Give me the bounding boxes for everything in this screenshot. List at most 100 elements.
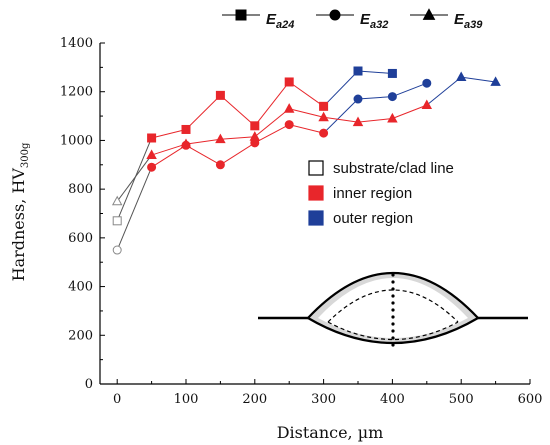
series-segment [357,96,393,100]
data-point-inner [319,128,329,138]
data-point-substrate [111,195,123,206]
series-segment [151,143,187,156]
axis-ticks: 0 200 400 600 800 1000 1200 1400 0 100 200 300 400 50… [60,36,543,407]
series-segment [254,124,290,144]
data-point-outer [387,92,397,102]
indent-dot [391,294,395,298]
y-tick-label: 200 [68,328,93,343]
data-point-outer [490,76,501,86]
data-point-inner [215,90,225,100]
series-segment [185,138,221,145]
inner-region-dashed-bottom [327,321,459,341]
series-segment [461,76,496,83]
data-point-inner [352,116,364,127]
region-legend: substrate/clad line inner region outer reg… [308,160,454,227]
y-tick-label: 400 [68,280,93,295]
data-point-inner [215,133,226,144]
y-axis-title-main: Hardness, HV [9,168,28,282]
series-layer [111,66,501,255]
series-segment [116,167,153,251]
series-segment [151,128,187,139]
series-a24 [112,66,397,226]
x-tick-label: 500 [449,392,474,407]
series-segment [289,124,324,134]
series-legend-item-a39: Ea39 [410,8,483,31]
data-point-inner [283,103,295,113]
data-point-inner [421,99,433,110]
clad-bottom-boundary [307,317,479,345]
data-point-inner [146,149,157,159]
region-legend-swatch [308,160,324,176]
series-segment [323,70,359,107]
data-point-inner [284,77,294,87]
series-segment [254,81,290,127]
x-tick-label: 600 [518,392,543,407]
clad-top-boundary [307,272,479,319]
data-point-inner [147,133,157,143]
series-segment [392,82,427,98]
series-legend-label: Ea39 [454,11,483,31]
data-point-inner [319,101,329,111]
data-point-outer [353,94,363,104]
indent-dot [391,280,395,284]
indent-dot [391,322,395,326]
region-legend-swatch [308,185,324,201]
y-tick-label: 1000 [60,133,93,148]
y-tick-label: 800 [68,182,93,197]
y-axis-title-subscript: 300g [20,142,31,168]
x-tick-label: 100 [174,392,199,407]
series-segment [220,142,256,166]
indent-dot [391,301,395,305]
indentation-dots [391,273,395,347]
series-segment [289,108,324,118]
series-segment [392,104,427,119]
clad-cross-section-inset [258,272,528,347]
data-point-inner [215,160,225,170]
series-segment [323,98,359,134]
data-point-substrate [112,216,122,226]
indent-dot [391,273,395,277]
data-point-inner [249,131,261,141]
data-point-inner [180,138,192,149]
indent-dot [391,336,395,340]
region-legend-label: substrate/clad line [333,160,454,177]
data-point-outer [353,66,363,76]
data-point-inner [147,162,157,172]
region-legend-label: inner region [333,185,412,202]
series-segment [357,118,393,123]
x-tick-label: 0 [113,392,121,407]
x-tick-label: 400 [380,392,405,407]
series-segment [151,144,187,168]
data-point-inner [318,111,329,122]
data-point-outer [422,78,432,88]
series-segment [185,95,221,130]
series-segment [220,136,255,140]
region-legend-item-substrate: substrate/clad line [308,160,454,177]
y-axis-title: Hardness, HV300g [9,142,31,281]
x-tick-label: 300 [311,392,336,407]
x-tick-label: 200 [242,392,267,407]
indent-dot [391,343,395,347]
y-tick-label: 600 [68,231,93,246]
indent-dot [391,329,395,333]
region-legend-item-inner: inner region [308,185,412,202]
clad-inner-fill [318,278,468,338]
data-point-inner [387,112,398,123]
inner-region-dashed-top [327,289,459,323]
series-legend: Ea24 Ea32 Ea39 [222,8,483,31]
data-point-inner [284,120,294,130]
series-segment [323,116,359,123]
series-segment [357,70,393,74]
series-legend-item-a32: Ea32 [316,9,388,31]
y-tick-label: 1200 [60,85,93,100]
indent-dot [391,287,395,291]
indent-dot [391,315,395,319]
indent-dot [391,308,395,312]
series-segment [288,81,324,107]
x-axis-title: Distance, µm [277,423,384,442]
series-legend-label: Ea32 [360,11,388,31]
series-segment [116,137,153,221]
series-segment [426,76,462,106]
data-point-outer [455,71,467,82]
